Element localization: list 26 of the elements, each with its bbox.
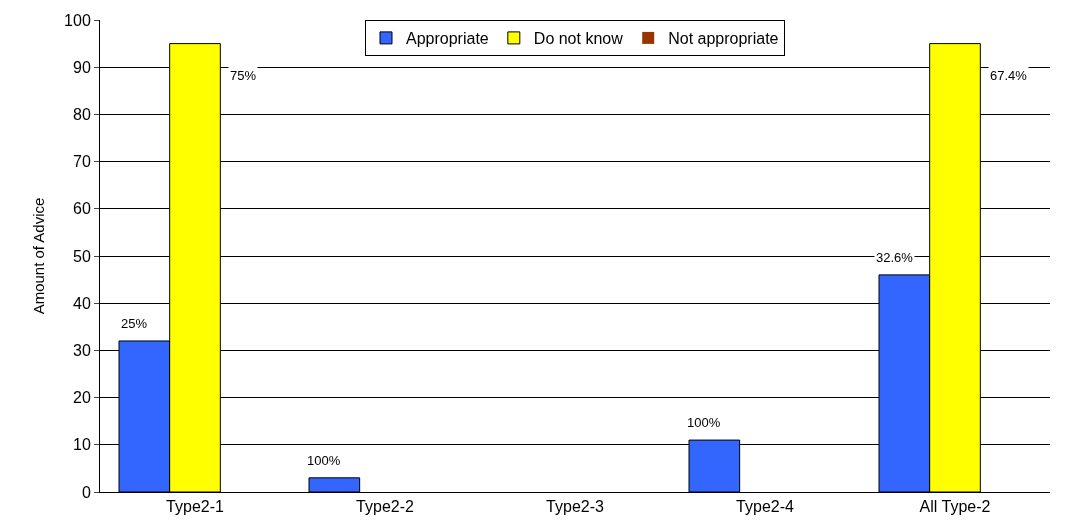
x-tick-label: Type2-4 bbox=[736, 498, 795, 516]
annotation: 100% bbox=[687, 415, 721, 430]
annotation: 32.6% bbox=[876, 250, 914, 265]
y-axis-title: Amount of Advice bbox=[30, 197, 48, 315]
annotation: 75% bbox=[230, 68, 257, 83]
y-tick-label: 30 bbox=[73, 342, 91, 359]
y-tick-label: 0 bbox=[81, 483, 91, 501]
y-tick-label: 40 bbox=[73, 294, 91, 312]
y-tick-label: 50 bbox=[73, 247, 91, 265]
x-tick-label: Type2-2 bbox=[356, 498, 415, 516]
legend-label: Appropriate bbox=[406, 30, 489, 48]
x-tick-label: Type2-1 bbox=[166, 498, 225, 516]
y-tick-label: 90 bbox=[73, 58, 91, 76]
legend-label: Not appropriate bbox=[668, 30, 779, 48]
y-tick-label: 60 bbox=[73, 200, 91, 218]
legend-label: Do not know bbox=[533, 30, 624, 48]
y-tick-label: 70 bbox=[73, 153, 91, 171]
y-tick-label: 20 bbox=[73, 389, 91, 407]
annotation: 67.4% bbox=[990, 68, 1028, 83]
annotation: 100% bbox=[307, 453, 341, 468]
y-tick-label: 80 bbox=[73, 106, 91, 123]
y-tick-label: 10 bbox=[73, 436, 91, 454]
x-tick-label: Type2-3 bbox=[546, 498, 605, 516]
annotation: 25% bbox=[121, 316, 148, 331]
x-tick-label: All Type-2 bbox=[919, 498, 991, 516]
y-tick-label: 100 bbox=[64, 11, 91, 29]
